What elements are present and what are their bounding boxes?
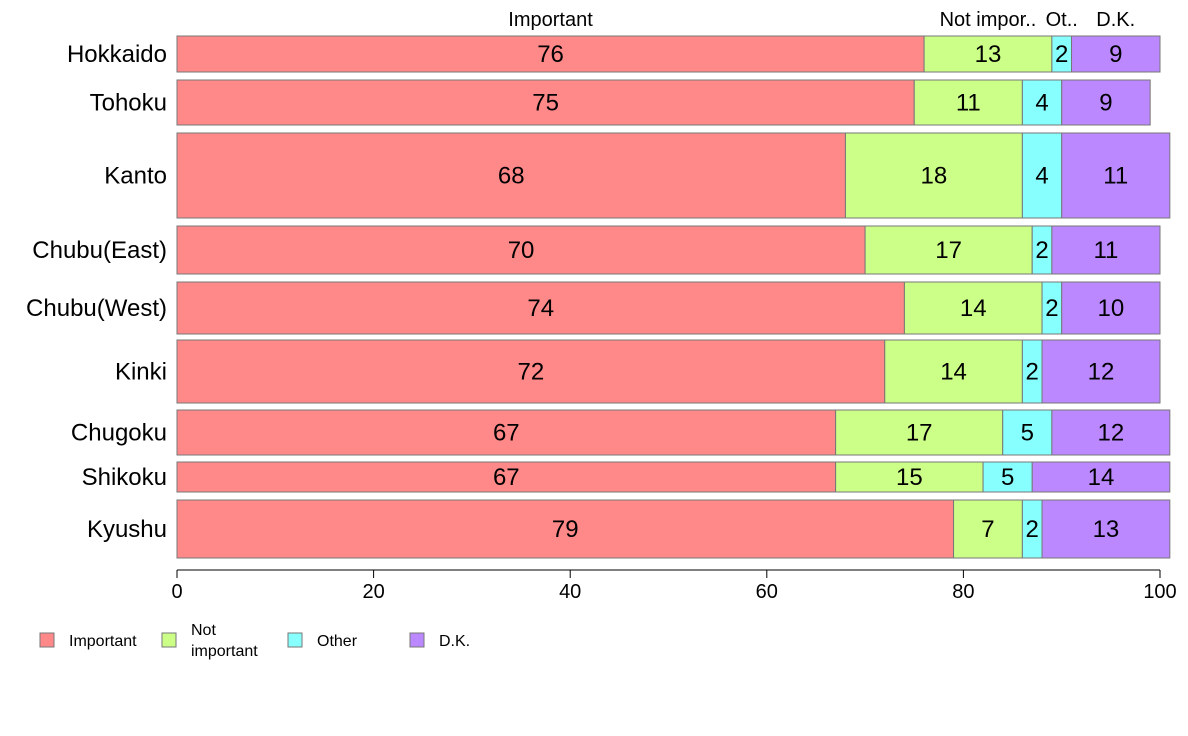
value-label-shikoku-important: 67 (493, 464, 520, 491)
category-label-shikoku: Shikoku (82, 464, 167, 491)
bar-kyushu-d-k (1041, 499, 1171, 559)
value-label-kanto-d-k: 11 (1103, 163, 1128, 190)
bar-kanto-important (176, 132, 846, 219)
bar-hokkaido-d-k (1071, 35, 1161, 73)
bar-tohoku-important (176, 79, 915, 126)
value-label-kyushu-not-important: 7 (981, 516, 994, 543)
column-header-d-k: D.K. (1096, 9, 1135, 31)
value-label-hokkaido-important: 76 (537, 41, 564, 68)
bar-shikoku-other (982, 461, 1033, 493)
value-label-tohoku-other: 4 (1035, 90, 1048, 117)
value-label-chugoku-other: 5 (1021, 420, 1034, 447)
column-headers: Important Not impor.. Ot.. D.K. (508, 9, 1135, 31)
category-label-chubu-east: Chubu(East) (32, 237, 167, 264)
x-tick-label-40: 40 (559, 581, 581, 603)
value-label-shikoku-other: 5 (1001, 464, 1014, 491)
value-label-hokkaido-d-k: 9 (1109, 41, 1122, 68)
category-label-kyushu: Kyushu (87, 516, 167, 543)
bar-chubu-east-d-k (1051, 225, 1161, 275)
value-label-kyushu-other: 2 (1026, 516, 1039, 543)
value-label-kanto-not-important: 18 (921, 163, 948, 190)
value-label-chubu-east-other: 2 (1035, 237, 1048, 264)
bar-shikoku-d-k (1031, 461, 1171, 493)
bar-shikoku-not-important (835, 461, 984, 493)
bar-tohoku-not-important (913, 79, 1023, 126)
value-label-hokkaido-not-important: 13 (975, 41, 1002, 68)
value-label-chubu-west-other: 2 (1045, 295, 1058, 322)
bar-kanto-other (1021, 132, 1063, 219)
value-label-kinki-not-important: 14 (940, 359, 967, 386)
x-tick-label-100: 100 (1143, 581, 1176, 603)
category-label-chubu-west: Chubu(West) (26, 295, 167, 322)
bar-chugoku-d-k (1051, 409, 1171, 456)
value-label-chubu-east-not-important: 17 (935, 237, 962, 264)
value-label-tohoku-important: 75 (532, 90, 559, 117)
bar-kanto-d-k (1061, 132, 1171, 219)
bar-kyushu-important (176, 499, 955, 559)
value-label-chubu-east-d-k: 11 (1093, 237, 1118, 264)
value-label-chugoku-not-important: 17 (906, 420, 933, 447)
x-tick-label-0: 0 (171, 581, 182, 603)
legend-label-other: Other (317, 633, 358, 650)
x-axis: 0 20 40 60 80 100 (171, 569, 1177, 603)
category-label-hokkaido: Hokkaido (67, 41, 167, 68)
value-label-chubu-east-important: 70 (508, 237, 535, 264)
value-label-tohoku-d-k: 9 (1099, 90, 1112, 117)
category-label-kinki: Kinki (115, 359, 167, 386)
value-label-chubu-west-important: 74 (527, 295, 554, 322)
bar-tohoku-other (1021, 79, 1063, 126)
bar-kinki-important (176, 339, 886, 404)
value-label-hokkaido-other: 2 (1055, 41, 1068, 68)
legend-label-d-k: D.K. (439, 633, 470, 650)
value-label-tohoku-not-important: 11 (956, 90, 981, 117)
value-label-kyushu-important: 79 (552, 516, 579, 543)
x-tick-label-60: 60 (756, 581, 778, 603)
category-label-chugoku: Chugoku (71, 420, 167, 447)
column-header-other: Ot.. (1046, 9, 1078, 31)
legend-label-not-important: Not important (191, 622, 258, 660)
bar-kinki-not-important (884, 339, 1023, 404)
value-label-kinki-important: 72 (518, 359, 545, 386)
bar-chugoku-important (176, 409, 837, 456)
bar-hokkaido-important (176, 35, 925, 73)
column-header-not-important: Not impor.. (940, 9, 1037, 31)
x-tick-label-20: 20 (362, 581, 384, 603)
category-label-kanto: Kanto (104, 163, 167, 190)
bar-chugoku-not-important (835, 409, 1004, 456)
bar-kanto-not-important (844, 132, 1023, 219)
category-labels: Hokkaido Tohoku Kanto Chubu(East) Chubu(West… (26, 41, 167, 543)
category-label-tohoku: Tohoku (90, 90, 167, 117)
legend-swatch-important (39, 632, 55, 648)
value-label-kanto-other: 4 (1035, 163, 1048, 190)
value-label-chubu-west-not-important: 14 (960, 295, 987, 322)
legend-swatch-not-important (161, 632, 177, 648)
bar-chubu-east-not-important (864, 225, 1033, 275)
legend-label-important: Important (69, 633, 137, 650)
x-tick-label-80: 80 (952, 581, 974, 603)
value-label-chugoku-important: 67 (493, 420, 520, 447)
value-label-kyushu-d-k: 13 (1093, 516, 1120, 543)
value-label-kinki-d-k: 12 (1088, 359, 1115, 386)
value-label-kinki-other: 2 (1026, 359, 1039, 386)
value-label-shikoku-not-important: 15 (896, 464, 923, 491)
value-label-shikoku-d-k: 14 (1088, 464, 1115, 491)
bar-kyushu-not-important (953, 499, 1023, 559)
legend-swatch-other (287, 632, 303, 648)
value-label-chubu-west-d-k: 10 (1097, 295, 1124, 322)
bar-kinki-d-k (1041, 339, 1161, 404)
bar-tohoku-d-k (1061, 79, 1151, 126)
bar-chubu-west-d-k (1061, 281, 1161, 335)
bar-chubu-east-important (176, 225, 866, 275)
value-label-kanto-important: 68 (498, 163, 525, 190)
value-label-chugoku-d-k: 12 (1097, 420, 1124, 447)
legend: Important Not important Other D.K. (39, 622, 470, 660)
legend-swatch-d-k (409, 632, 425, 648)
column-header-important: Important (508, 9, 593, 31)
bar-hokkaido-not-important (923, 35, 1053, 73)
